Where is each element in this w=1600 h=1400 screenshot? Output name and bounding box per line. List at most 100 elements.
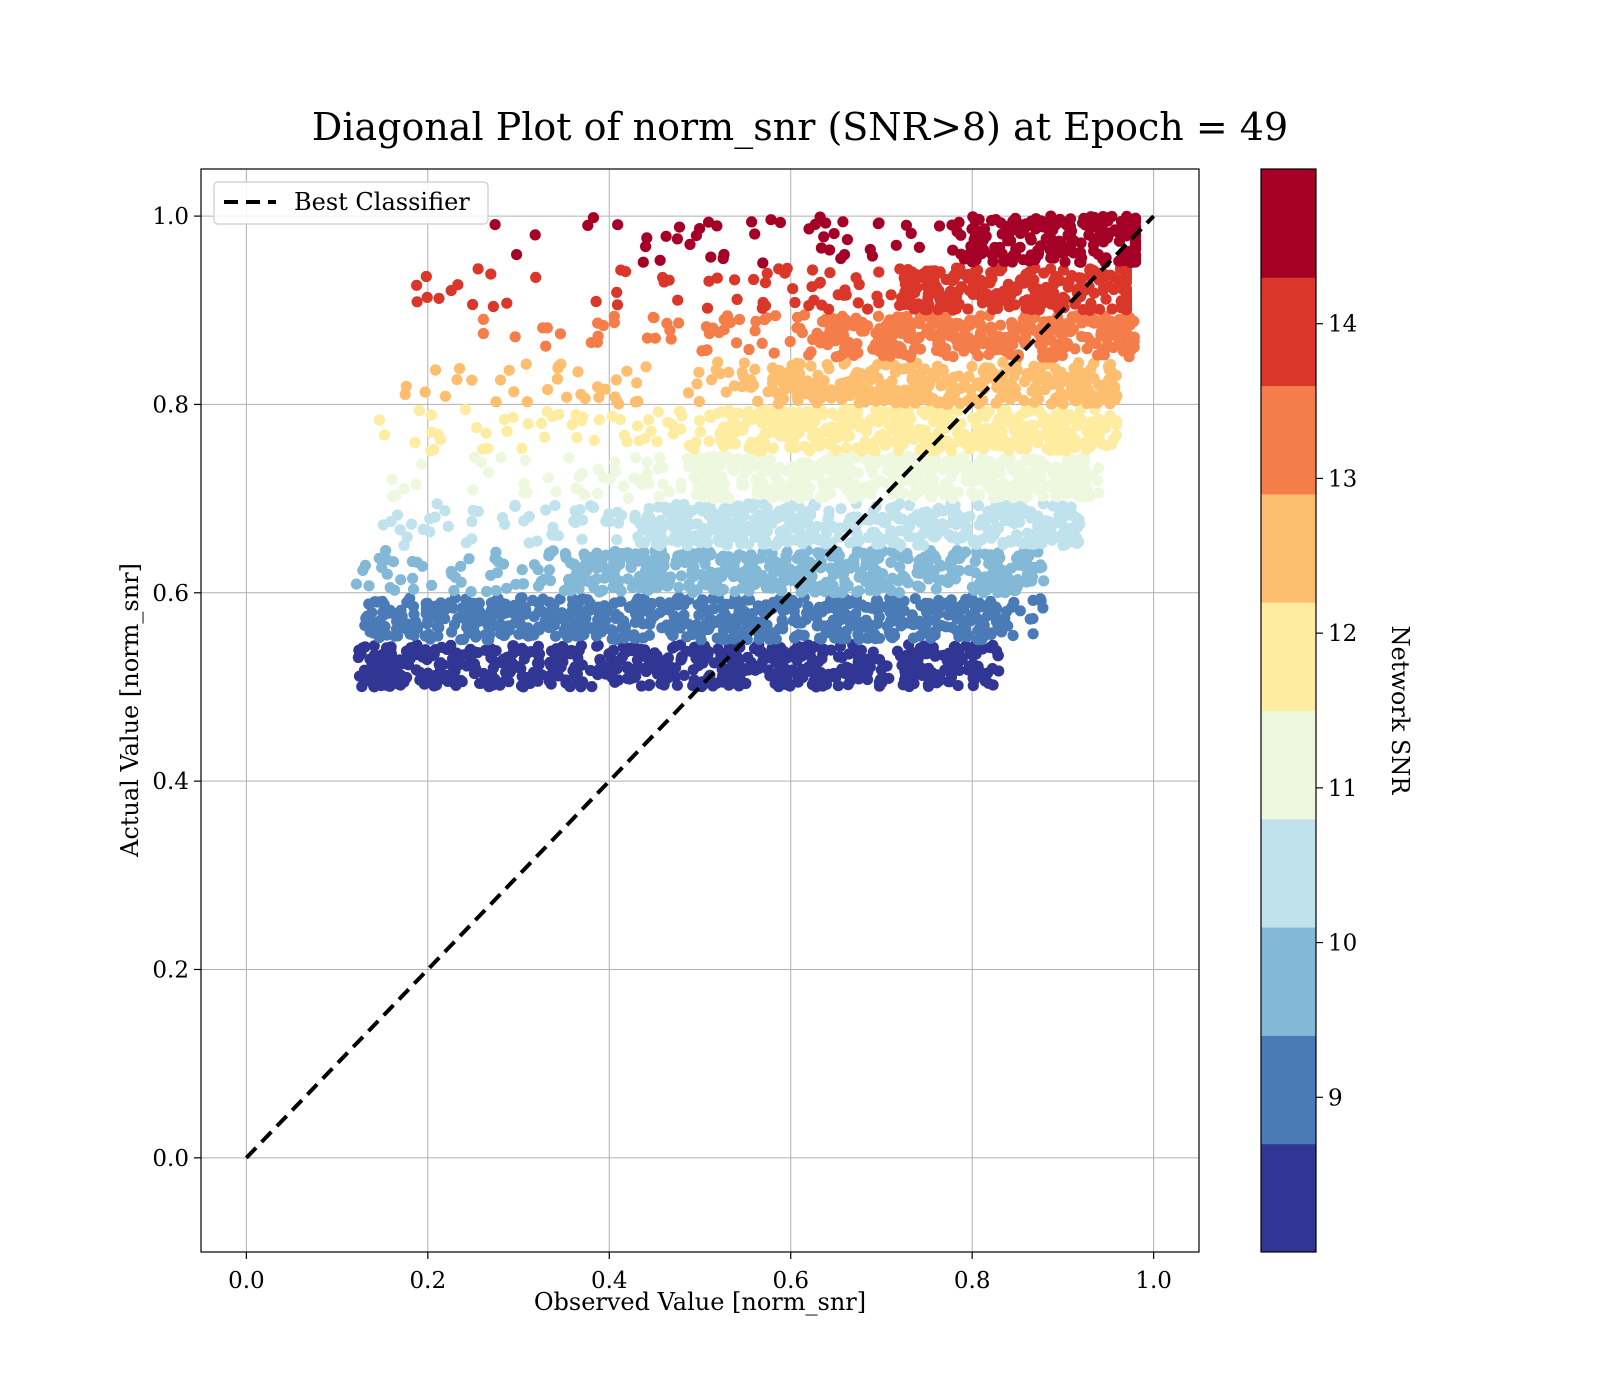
scatter-point [861, 632, 873, 644]
scatter-point [425, 409, 437, 421]
scatter-point [678, 599, 690, 611]
scatter-point [712, 643, 724, 655]
scatter-point [956, 531, 968, 543]
scatter-point [1093, 349, 1105, 361]
scatter-point [630, 452, 642, 464]
scatter-point [909, 593, 921, 605]
scatter-point [972, 613, 984, 625]
scatter-point [965, 240, 977, 252]
scatter-point [394, 524, 406, 536]
scatter-point [933, 315, 945, 327]
scatter-point [368, 649, 381, 661]
scatter-point [687, 680, 699, 692]
scatter-point [811, 669, 823, 681]
scatter-point [966, 360, 978, 372]
scatter-point [822, 437, 834, 449]
scatter-point [602, 605, 614, 617]
scatter-point [541, 322, 553, 334]
scatter-point [467, 484, 479, 496]
scatter-point [829, 461, 842, 473]
scatter-point [791, 553, 803, 565]
scatter-point [915, 465, 927, 477]
scatter-point [378, 429, 391, 441]
scatter-point [1093, 413, 1105, 425]
scatter-point [862, 666, 874, 678]
scatter-point [957, 268, 969, 280]
scatter-point [411, 279, 423, 291]
scatter-point [1032, 458, 1044, 470]
scatter-point [682, 387, 695, 399]
scatter-point [809, 218, 821, 230]
scatter-point [997, 564, 1009, 577]
scatter-point [507, 411, 519, 424]
scatter-point [480, 427, 492, 439]
scatter-point [362, 611, 374, 623]
scatter-point [690, 652, 702, 665]
scatter-point [693, 366, 705, 378]
scatter-point [927, 463, 939, 475]
scatter-point [904, 351, 916, 363]
scatter-point [940, 375, 952, 387]
scatter-point [621, 547, 633, 559]
scatter-point [991, 487, 1003, 500]
scatter-point [1066, 313, 1078, 325]
scatter-point [678, 609, 690, 621]
scatter-point [565, 585, 577, 597]
scatter-point [1081, 491, 1093, 503]
scatter-point [1007, 249, 1019, 262]
scatter-point [736, 550, 748, 562]
scatter-point [908, 303, 921, 315]
scatter-point [885, 556, 897, 569]
scatter-point [708, 584, 720, 596]
scatter-point [678, 669, 690, 682]
scatter-point [861, 425, 873, 438]
scatter-point [846, 556, 858, 568]
scatter-point [880, 430, 893, 442]
scatter-point [966, 487, 978, 499]
scatter-point [869, 435, 882, 447]
scatter-point [560, 549, 572, 561]
scatter-point [660, 230, 672, 242]
scatter-point [774, 216, 787, 229]
scatter-point [829, 444, 841, 456]
scatter-point [363, 580, 375, 592]
scatter-point [591, 562, 603, 574]
scatter-point [471, 610, 483, 623]
scatter-point [866, 463, 878, 475]
scatter-points [350, 210, 1142, 693]
scatter-point [610, 374, 622, 386]
scatter-point [654, 254, 666, 266]
scatter-point [701, 537, 713, 549]
scatter-point [982, 677, 995, 689]
scatter-point [821, 359, 833, 371]
scatter-point [711, 272, 723, 284]
scatter-point [465, 586, 477, 598]
scatter-point [1049, 296, 1061, 308]
scatter-point [915, 443, 927, 455]
scatter-point [1096, 232, 1108, 244]
scatter-point [816, 426, 828, 438]
scatter-point [395, 574, 407, 586]
scatter-point [917, 539, 930, 552]
scatter-point [873, 266, 885, 278]
scatter-point [766, 582, 778, 594]
scatter-point [643, 680, 655, 692]
scatter-point [789, 631, 801, 644]
scatter-point [693, 501, 706, 513]
scatter-point [723, 404, 735, 416]
scatter-point [859, 396, 871, 408]
scatter-point [1050, 271, 1062, 283]
scatter-point [734, 505, 746, 517]
scatter-point [517, 681, 529, 693]
scatter-point [730, 337, 743, 349]
scatter-point [1069, 343, 1081, 355]
scatter-point [501, 297, 513, 309]
scatter-point [992, 587, 1004, 599]
scatter-point [964, 314, 976, 327]
scatter-point [507, 641, 519, 653]
scatter-point [1018, 465, 1030, 478]
scatter-point [965, 250, 977, 262]
scatter-point [837, 602, 849, 614]
scatter-point [894, 263, 906, 275]
scatter-point [998, 477, 1010, 489]
